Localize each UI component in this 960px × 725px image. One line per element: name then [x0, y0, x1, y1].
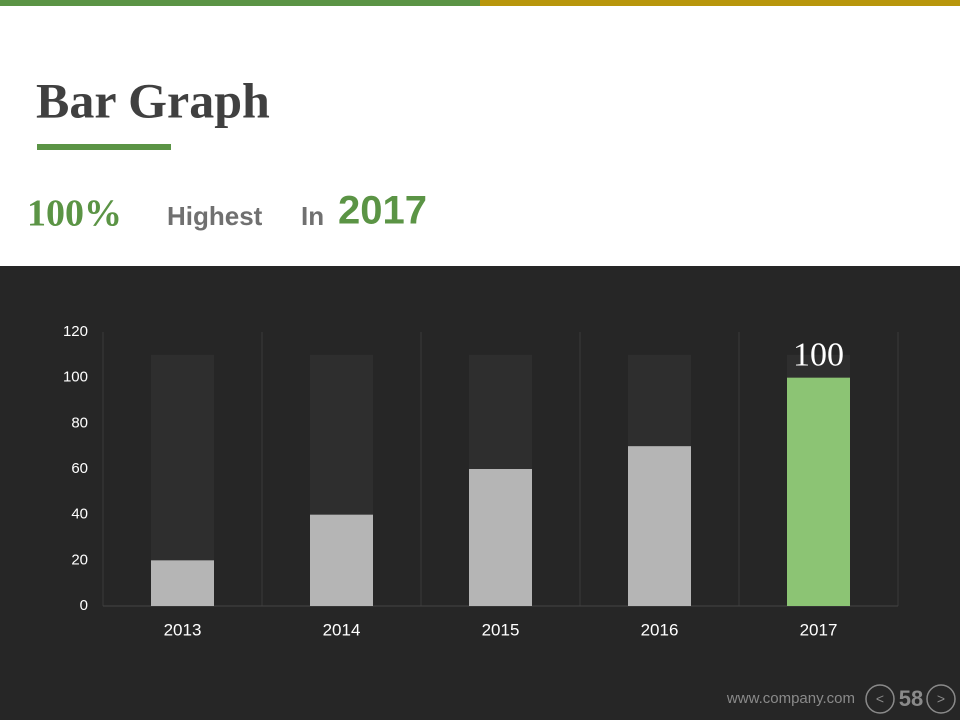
y-tick-label: 80 [71, 414, 88, 431]
bar [628, 446, 691, 606]
next-button[interactable] [926, 684, 956, 714]
y-tick-label: 60 [71, 460, 88, 477]
bar [469, 469, 532, 606]
x-tick-label: 2017 [800, 620, 838, 639]
page-number: 58 [899, 686, 923, 711]
highlight-percent: 100% [27, 193, 122, 235]
highlight-year: 2017 [338, 189, 427, 233]
y-tick-label: 40 [71, 506, 88, 523]
prev-button[interactable] [865, 684, 895, 714]
y-tick-label: 120 [63, 323, 88, 340]
highlight-preposition: In [301, 201, 324, 231]
x-tick-label: 2013 [164, 620, 202, 639]
y-tick-label: 20 [71, 551, 88, 568]
bar [787, 377, 850, 606]
prev-label[interactable]: < [876, 691, 884, 707]
next-label[interactable]: > [937, 691, 945, 707]
website: www.company.com [726, 690, 855, 707]
bar [310, 514, 373, 606]
bar [151, 560, 214, 606]
highlight-text: Highest [167, 201, 263, 231]
title-underline [37, 144, 171, 150]
data-label: 100 [793, 336, 844, 373]
x-tick-label: 2016 [641, 620, 679, 639]
slide-title: Bar Graph [36, 72, 270, 128]
y-tick-label: 0 [80, 597, 88, 614]
chart: 0 20 40 60 80 100 120 2013 2014 2015 2016 2017 100 [63, 323, 899, 639]
top-bar-green [0, 0, 480, 6]
y-tick-label: 100 [63, 369, 88, 386]
x-tick-label: 2014 [323, 620, 361, 639]
top-bar-gold [480, 0, 960, 6]
x-tick-label: 2015 [482, 620, 520, 639]
